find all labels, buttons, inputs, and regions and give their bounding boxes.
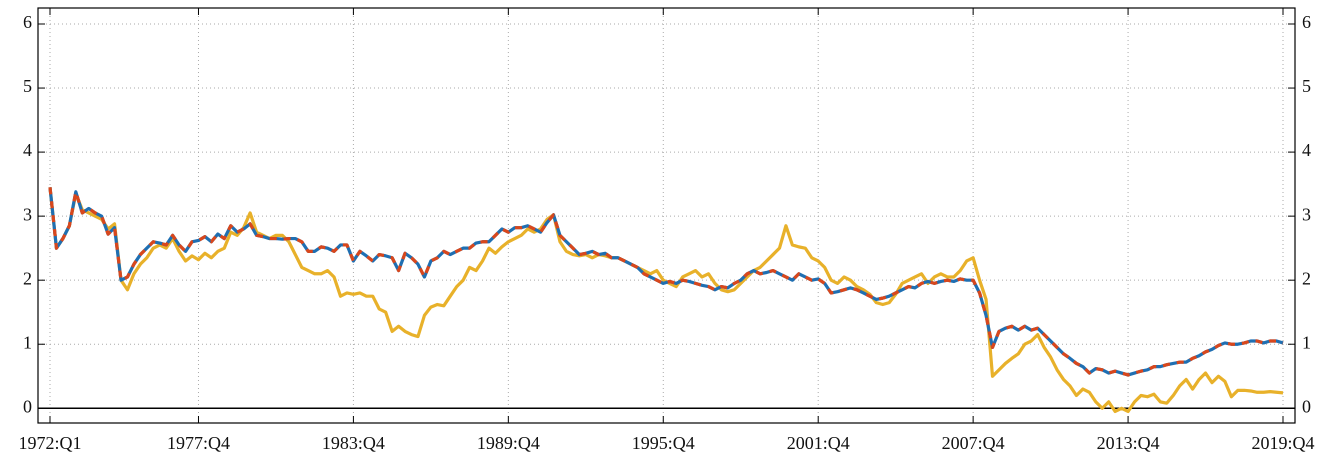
y2-tick-label: 2 xyxy=(1302,268,1311,288)
y2-tick-label: 5 xyxy=(1302,76,1311,96)
y-tick-label: 6 xyxy=(23,12,32,32)
y-tick-label: 4 xyxy=(23,140,32,160)
y2-tick-label: 4 xyxy=(1302,140,1311,160)
y-tick-label: 5 xyxy=(23,76,32,96)
plot-frame xyxy=(37,7,1296,424)
y2-tick-label: 3 xyxy=(1302,204,1311,224)
x-tick-label: 2007:Q4 xyxy=(942,433,1005,453)
series-line xyxy=(48,187,1284,377)
y-tick-label: 3 xyxy=(23,204,32,224)
x-tick-label: 1977:Q4 xyxy=(167,433,230,453)
series-line xyxy=(48,187,1284,377)
y-tick-label: 0 xyxy=(23,396,32,416)
y2-tick-label: 6 xyxy=(1302,12,1311,32)
x-tick-label: 1995:Q4 xyxy=(632,433,695,453)
x-tick-label: 2001:Q4 xyxy=(787,433,850,453)
y-tick-label: 1 xyxy=(23,332,32,352)
x-tick-label: 1972:Q1 xyxy=(19,433,82,453)
y2-tick-label: 1 xyxy=(1302,332,1311,352)
series-line xyxy=(48,187,1284,414)
x-tick-label: 2019:Q4 xyxy=(1252,433,1315,453)
x-tick-label: 1989:Q4 xyxy=(477,433,540,453)
y-tick-label: 2 xyxy=(23,268,32,288)
x-tick-label: 2013:Q4 xyxy=(1097,433,1160,453)
y2-tick-label: 0 xyxy=(1302,396,1311,416)
x-tick-label: 1983:Q4 xyxy=(322,433,385,453)
